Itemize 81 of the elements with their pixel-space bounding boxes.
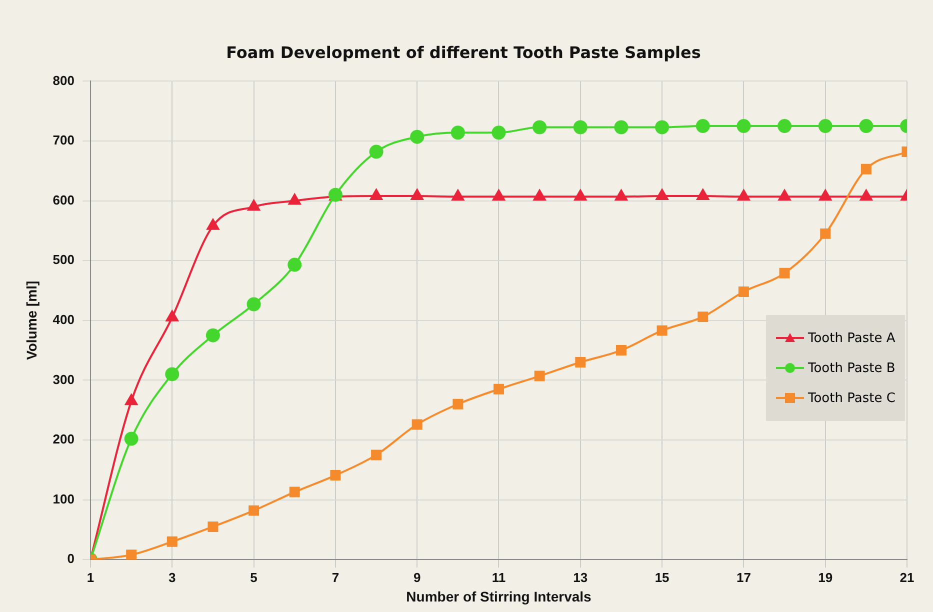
point — [412, 419, 422, 430]
x-axis-title: Number of Stirring Intervals — [406, 588, 592, 604]
point — [494, 384, 504, 394]
point — [818, 119, 832, 134]
point — [246, 297, 261, 312]
point — [126, 550, 137, 560]
point — [534, 370, 545, 382]
point — [656, 325, 668, 336]
point — [124, 432, 138, 446]
point — [330, 470, 341, 481]
point — [778, 119, 792, 134]
point — [859, 119, 874, 134]
point — [165, 367, 180, 382]
point — [533, 190, 546, 201]
legend-label: Tooth Paste C — [808, 390, 896, 406]
x-tick-label: 5 — [250, 570, 258, 585]
point — [206, 328, 220, 342]
point — [615, 190, 628, 201]
legend-label: Tooth Paste A — [808, 330, 896, 346]
point — [248, 200, 260, 211]
point — [371, 450, 382, 460]
x-tick-label: 3 — [168, 570, 176, 585]
y-tick-label: 100 — [52, 491, 74, 506]
point — [575, 357, 586, 368]
point — [819, 190, 832, 201]
point — [370, 189, 382, 200]
point — [125, 394, 138, 406]
point — [208, 521, 218, 532]
point — [288, 194, 301, 205]
y-axis-title: Volume [ml] — [23, 280, 40, 360]
x-tick-label: 21 — [900, 570, 914, 585]
point — [166, 310, 178, 322]
x-tick-label: 1 — [86, 570, 94, 585]
y-tick-label: 700 — [52, 132, 74, 148]
point — [738, 286, 749, 297]
point — [492, 126, 506, 140]
point — [289, 486, 300, 498]
x-tick-label: 11 — [492, 570, 506, 585]
point — [450, 126, 465, 140]
legend-label: Tooth Paste B — [808, 360, 896, 376]
point — [288, 258, 302, 272]
point — [779, 268, 790, 278]
point — [573, 120, 588, 134]
y-tick-label: 500 — [52, 252, 74, 268]
point — [166, 536, 178, 547]
point — [452, 398, 464, 410]
point — [696, 189, 710, 200]
x-tick-label: 7 — [332, 570, 340, 585]
point — [206, 218, 220, 230]
x-tick-label: 9 — [413, 570, 421, 585]
point — [369, 144, 384, 159]
y-tick-label: 800 — [52, 72, 74, 88]
point — [736, 119, 751, 134]
point — [574, 190, 587, 201]
point — [452, 190, 464, 201]
point — [860, 164, 872, 174]
y-tick-label: 0 — [67, 551, 74, 566]
point — [248, 505, 260, 516]
point — [532, 120, 547, 134]
x-tick-label: 19 — [818, 570, 833, 585]
point — [860, 190, 872, 201]
y-tick-label: 300 — [52, 372, 74, 387]
point — [696, 119, 710, 134]
point — [698, 312, 708, 322]
point — [614, 120, 628, 134]
x-tick-label: 17 — [736, 570, 751, 585]
y-tick-label: 200 — [52, 432, 74, 447]
point — [410, 189, 424, 200]
x-tick-label: 15 — [654, 570, 670, 585]
point — [820, 228, 831, 239]
chart-title: Foam Development of different Tooth Paste Samples — [226, 42, 701, 62]
point — [738, 190, 750, 201]
y-tick-label: 400 — [52, 312, 74, 327]
x-tick-label: 13 — [573, 570, 588, 585]
point — [616, 345, 626, 356]
point — [655, 120, 670, 134]
point — [410, 130, 424, 144]
point — [492, 190, 505, 201]
point — [778, 190, 791, 201]
y-tick-label: 600 — [52, 192, 74, 208]
point — [656, 189, 668, 200]
